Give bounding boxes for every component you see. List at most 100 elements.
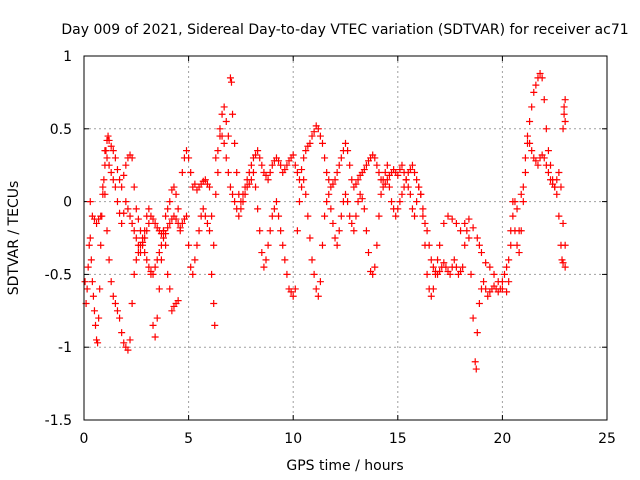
data-point — [139, 241, 147, 249]
data-point — [530, 88, 538, 96]
data-point — [419, 205, 427, 213]
data-point — [352, 180, 360, 188]
data-point — [126, 336, 134, 344]
data-point — [557, 183, 565, 191]
data-point — [264, 241, 272, 249]
data-point — [245, 180, 253, 188]
data-point — [346, 212, 354, 220]
data-point — [185, 241, 193, 249]
data-point — [448, 215, 456, 223]
data-point — [394, 205, 402, 213]
data-point — [86, 234, 94, 242]
data-point — [396, 166, 404, 174]
data-point — [482, 285, 490, 293]
data-point — [398, 190, 406, 198]
data-point — [318, 139, 326, 147]
data-point — [429, 263, 437, 271]
data-point — [375, 168, 383, 176]
data-point — [145, 219, 153, 227]
data-point — [411, 212, 419, 220]
data-point — [475, 241, 483, 249]
data-point — [471, 358, 479, 366]
data-point — [500, 270, 508, 278]
data-point — [283, 270, 291, 278]
data-point — [459, 263, 467, 271]
data-point — [241, 190, 249, 198]
data-point — [413, 198, 421, 206]
data-point — [247, 161, 255, 169]
data-point — [162, 212, 170, 220]
data-point — [279, 241, 287, 249]
data-point — [185, 154, 193, 162]
data-point — [88, 278, 96, 286]
data-point — [193, 241, 201, 249]
data-point — [300, 154, 308, 162]
chart-title: Day 009 of 2021, Sidereal Day-to-day VTE… — [61, 22, 628, 38]
data-point — [166, 198, 174, 206]
data-point — [132, 234, 140, 242]
data-point — [208, 270, 216, 278]
data-point — [191, 256, 199, 264]
data-point — [214, 168, 222, 176]
data-point — [111, 300, 119, 308]
data-point — [509, 198, 517, 206]
data-point — [473, 329, 481, 337]
data-point — [124, 205, 132, 213]
data-point — [553, 176, 561, 184]
data-point — [519, 198, 527, 206]
data-point — [411, 168, 419, 176]
data-point — [528, 147, 536, 155]
data-point — [486, 263, 494, 271]
data-point — [323, 198, 331, 206]
data-point — [183, 147, 191, 155]
data-point — [254, 147, 262, 155]
data-point — [226, 74, 234, 82]
data-point — [275, 212, 283, 220]
data-point — [164, 270, 172, 278]
data-point — [95, 314, 103, 322]
data-point — [540, 96, 548, 104]
data-point — [111, 183, 119, 191]
data-point — [289, 292, 297, 300]
data-point — [262, 256, 270, 264]
data-point — [358, 195, 366, 203]
data-point — [421, 219, 429, 227]
data-point — [354, 176, 362, 184]
data-point — [86, 198, 94, 206]
data-point — [122, 198, 130, 206]
data-point — [295, 198, 303, 206]
data-point — [526, 139, 534, 147]
data-point — [484, 292, 492, 300]
data-point — [281, 256, 289, 264]
data-point — [452, 219, 460, 227]
x-axis-label: GPS time / hours — [286, 458, 403, 474]
data-point — [212, 154, 220, 162]
data-point — [203, 219, 211, 227]
data-point — [206, 183, 214, 191]
data-point — [477, 249, 485, 257]
data-point — [310, 270, 318, 278]
data-point — [559, 259, 567, 267]
data-point — [415, 183, 423, 191]
data-point — [222, 118, 230, 126]
data-point — [465, 215, 473, 223]
data-point — [348, 219, 356, 227]
data-point — [233, 168, 241, 176]
data-point — [218, 110, 226, 118]
data-point — [164, 224, 172, 232]
data-point — [178, 168, 186, 176]
data-point — [151, 263, 159, 271]
data-point — [434, 256, 442, 264]
data-point — [480, 278, 488, 286]
axis-ticks: 0 5 10 15 20 25 -1.5 -1 -0.5 0 0.5 1 — [45, 49, 616, 447]
data-point — [517, 227, 525, 235]
data-point — [519, 183, 527, 191]
data-point — [199, 205, 207, 213]
data-point — [124, 346, 132, 354]
data-point — [408, 161, 416, 169]
x-tick-label: 5 — [184, 431, 193, 447]
data-point — [396, 198, 404, 206]
data-point — [559, 125, 567, 133]
data-point — [360, 166, 368, 174]
data-point — [436, 267, 444, 275]
